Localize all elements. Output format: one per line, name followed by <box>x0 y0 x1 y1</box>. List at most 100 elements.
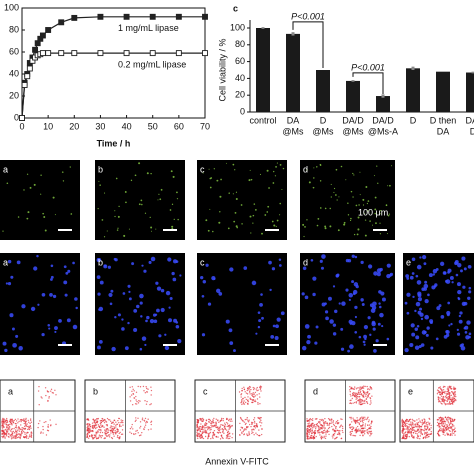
event <box>453 432 455 435</box>
event <box>207 427 209 429</box>
event <box>371 432 373 435</box>
event <box>401 420 403 422</box>
event <box>336 429 338 431</box>
event <box>199 430 202 433</box>
cell <box>229 341 234 345</box>
event <box>260 390 262 392</box>
cell <box>367 316 371 320</box>
event <box>406 420 408 422</box>
event <box>43 421 45 424</box>
event <box>220 434 223 436</box>
cell <box>50 275 54 279</box>
cell <box>467 296 471 300</box>
event <box>332 437 334 439</box>
event <box>411 434 413 436</box>
cell <box>213 168 215 170</box>
event <box>421 420 424 422</box>
event <box>27 431 29 434</box>
event <box>210 424 212 426</box>
event <box>446 432 448 434</box>
event <box>426 426 429 429</box>
event <box>369 396 371 399</box>
cell <box>319 163 322 166</box>
event <box>117 434 119 437</box>
event <box>257 402 259 404</box>
event <box>98 436 100 438</box>
cell <box>40 174 42 176</box>
event <box>21 426 23 429</box>
event <box>14 435 17 437</box>
cell <box>169 296 173 300</box>
event <box>422 422 424 425</box>
cell <box>359 171 361 173</box>
event <box>312 435 315 438</box>
event <box>405 425 408 427</box>
x-tick-label: DA/ <box>465 115 474 125</box>
event <box>99 435 101 437</box>
event <box>334 430 337 433</box>
event <box>439 391 441 394</box>
cell <box>376 165 378 167</box>
event <box>360 393 363 395</box>
event <box>121 433 124 435</box>
cell <box>72 261 75 265</box>
cell <box>220 178 222 181</box>
cell <box>171 271 175 276</box>
event <box>359 424 362 427</box>
event <box>29 419 32 421</box>
cell <box>348 298 352 302</box>
cell <box>379 267 383 272</box>
event <box>6 427 8 429</box>
cell <box>445 279 448 283</box>
cell <box>303 235 305 238</box>
cell <box>366 210 369 212</box>
event <box>120 419 122 421</box>
cell <box>99 280 104 285</box>
cell <box>167 257 172 262</box>
cell <box>275 225 277 228</box>
cell <box>150 172 152 175</box>
x-tick-label: @Ms <box>282 126 304 136</box>
event <box>361 416 363 418</box>
event <box>442 389 445 391</box>
event <box>225 429 228 431</box>
event <box>1 435 3 438</box>
event <box>230 418 232 420</box>
event <box>429 429 431 431</box>
event <box>425 421 428 424</box>
event <box>336 419 339 422</box>
event <box>113 431 115 434</box>
event <box>310 436 312 438</box>
panel-label: c <box>200 164 205 174</box>
event <box>3 418 5 420</box>
cell <box>144 212 147 214</box>
cell <box>7 282 12 286</box>
event <box>111 431 114 433</box>
cell <box>114 215 116 218</box>
cell <box>379 213 381 215</box>
cell <box>155 281 159 285</box>
event <box>98 434 101 436</box>
cell <box>330 196 332 198</box>
event <box>320 431 322 434</box>
event <box>362 396 364 398</box>
event <box>247 396 249 398</box>
event <box>5 417 8 420</box>
event <box>2 425 4 427</box>
event <box>321 418 323 421</box>
event <box>442 431 445 434</box>
cell <box>232 163 235 166</box>
cell <box>37 303 40 306</box>
panel-label: c <box>233 3 238 13</box>
cell <box>312 186 315 189</box>
cell <box>424 280 428 284</box>
event <box>11 420 13 423</box>
event <box>238 391 241 393</box>
cell <box>465 335 470 340</box>
event <box>203 431 205 434</box>
cell <box>219 195 222 198</box>
event <box>98 429 100 431</box>
x-tick-label: DA <box>437 126 450 136</box>
event <box>247 399 249 401</box>
event <box>15 422 17 425</box>
